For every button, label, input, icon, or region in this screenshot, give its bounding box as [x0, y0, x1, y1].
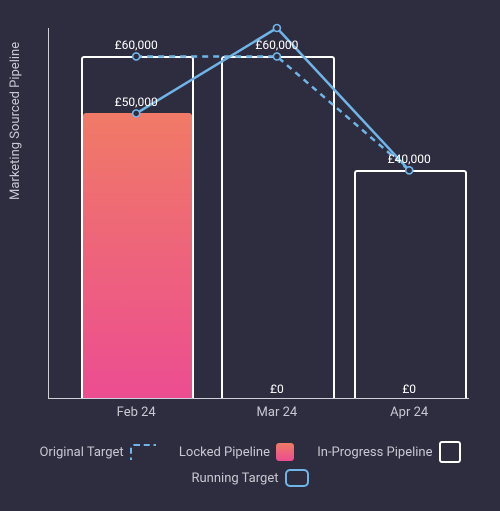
x-tick-label: Apr 24	[390, 405, 428, 420]
legend-item-locked-pipeline: Locked Pipeline	[179, 443, 294, 461]
data-label: £0	[270, 382, 284, 396]
legend-item-original-target: Original Target	[39, 444, 155, 460]
data-label: £60,000	[115, 38, 158, 52]
legend-label: Locked Pipeline	[179, 445, 270, 460]
legend: Original Target Locked Pipeline In-Progr…	[0, 435, 500, 493]
data-label: £60,000	[255, 38, 298, 52]
plot-area	[48, 28, 469, 399]
data-label: £0	[402, 382, 416, 396]
bar-locked-fill	[83, 113, 192, 398]
legend-label: In-Progress Pipeline	[317, 445, 432, 460]
data-label: £50,000	[115, 95, 158, 109]
bar-outline	[354, 170, 467, 398]
legend-item-running-target: Running Target	[192, 469, 309, 487]
legend-label: Original Target	[39, 445, 123, 460]
dashed-line-icon	[130, 444, 156, 460]
x-tick-label: Feb 24	[117, 405, 156, 420]
y-axis-label: Marketing Sourced Pipeline	[8, 42, 23, 200]
filled-square-icon	[276, 443, 294, 461]
data-label: £40,000	[388, 152, 431, 166]
outline-square-icon	[439, 441, 461, 463]
solid-line-icon	[285, 469, 309, 487]
legend-label: Running Target	[192, 471, 279, 486]
legend-item-in-progress: In-Progress Pipeline	[317, 441, 460, 463]
chart-container: Marketing Sourced Pipeline Original Targ…	[0, 0, 500, 511]
x-tick-label: Mar 24	[257, 405, 298, 420]
bar-outline	[221, 56, 334, 398]
